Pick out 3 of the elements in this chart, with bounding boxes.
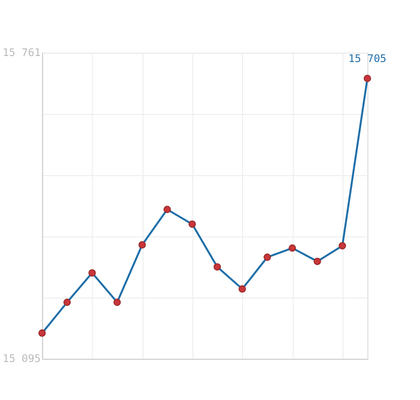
- y-tick-label: 15 761: [2, 47, 41, 60]
- data-label: 15 705: [348, 53, 386, 66]
- y-tick-label: 15 095: [2, 353, 41, 366]
